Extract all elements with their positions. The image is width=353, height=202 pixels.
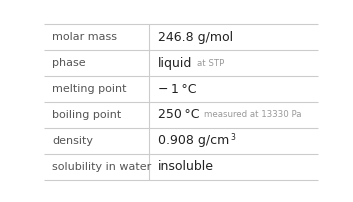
Text: boiling point: boiling point: [52, 110, 121, 120]
Text: 246.8 g/mol: 246.8 g/mol: [158, 31, 233, 44]
Text: 0.908 g/cm: 0.908 g/cm: [158, 134, 229, 147]
Text: 3: 3: [230, 133, 235, 142]
Text: insoluble: insoluble: [158, 160, 214, 173]
Text: molar mass: molar mass: [52, 32, 117, 42]
Text: at STP: at STP: [197, 59, 224, 68]
Text: liquid: liquid: [158, 57, 192, 70]
Text: measured at 13330 Pa: measured at 13330 Pa: [204, 110, 301, 119]
Text: melting point: melting point: [52, 84, 127, 94]
Text: phase: phase: [52, 58, 86, 68]
Text: − 1 °C: − 1 °C: [158, 83, 196, 96]
Text: density: density: [52, 136, 93, 146]
Text: 250 °C: 250 °C: [158, 108, 199, 121]
Text: solubility in water: solubility in water: [52, 162, 151, 172]
